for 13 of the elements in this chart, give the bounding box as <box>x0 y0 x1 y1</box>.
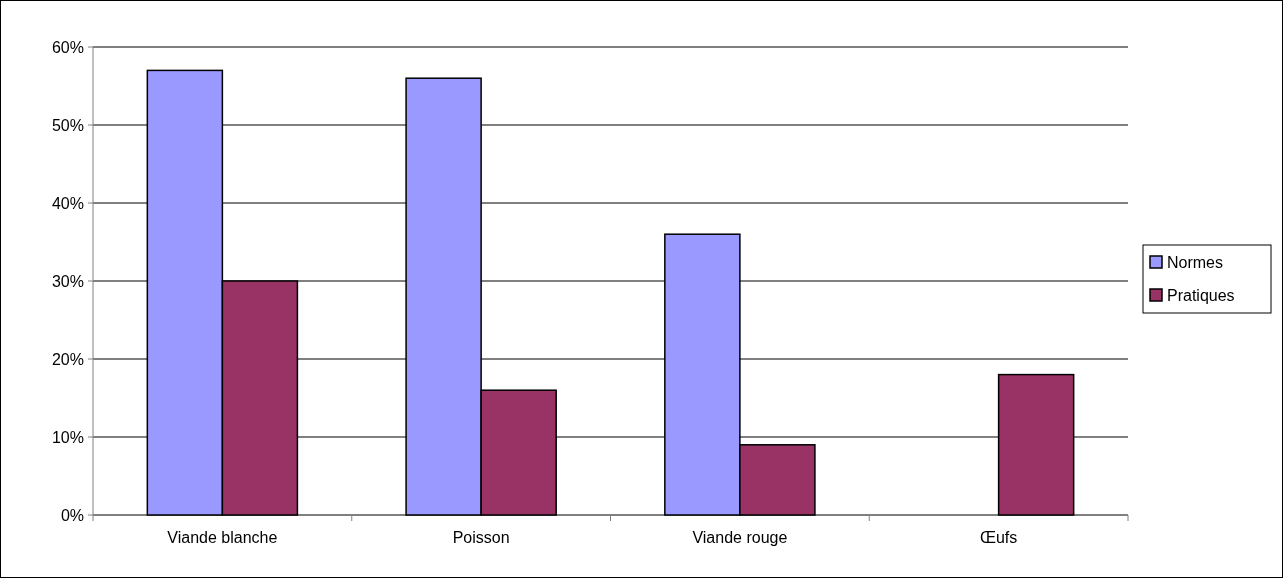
y-tick-label: 40% <box>51 194 84 212</box>
x-tick-label: Œufs <box>979 529 1018 546</box>
legend-label: Normes <box>1167 253 1224 271</box>
x-tick-label: Poisson <box>452 529 510 546</box>
y-tick-label: 0% <box>60 506 84 524</box>
y-tick-label: 60% <box>51 38 84 56</box>
x-tick-label: Viande rouge <box>692 529 788 546</box>
legend-label: Pratiques <box>1167 286 1235 304</box>
y-tick-label: 10% <box>51 428 84 446</box>
x-tick-label: Viande blanche <box>167 529 278 546</box>
y-tick-label: 20% <box>51 350 84 368</box>
y-tick-label: 30% <box>51 272 84 290</box>
y-tick-label: 50% <box>51 116 84 134</box>
